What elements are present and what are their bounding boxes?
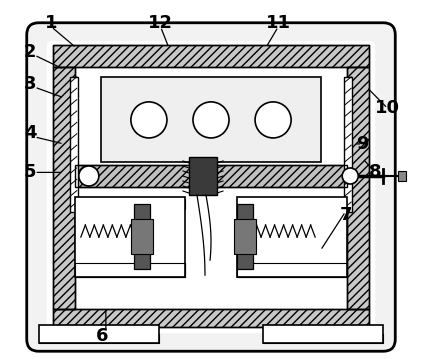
Text: 12: 12 <box>148 14 173 32</box>
Bar <box>53 45 369 67</box>
FancyBboxPatch shape <box>27 23 395 351</box>
Bar <box>237 199 347 209</box>
Text: 3: 3 <box>24 75 36 93</box>
Bar <box>75 263 185 277</box>
FancyBboxPatch shape <box>47 41 375 333</box>
Bar <box>39 334 159 343</box>
Text: 1: 1 <box>45 14 57 32</box>
Bar <box>70 77 78 212</box>
Bar <box>263 325 383 343</box>
Bar <box>53 67 75 309</box>
Bar <box>398 171 406 181</box>
Text: 10: 10 <box>375 99 400 117</box>
Circle shape <box>193 102 229 138</box>
Text: 6: 6 <box>95 327 108 345</box>
Bar <box>237 263 347 277</box>
Bar <box>39 325 159 343</box>
Bar <box>75 263 185 277</box>
Bar <box>347 67 369 309</box>
Bar <box>53 45 369 67</box>
Circle shape <box>342 168 358 184</box>
Bar <box>189 157 217 195</box>
Bar <box>53 309 369 327</box>
Bar <box>344 77 352 212</box>
Bar <box>53 67 75 309</box>
Text: 9: 9 <box>356 135 369 153</box>
Text: 8: 8 <box>369 163 381 181</box>
Text: 11: 11 <box>266 14 291 32</box>
Text: 2: 2 <box>24 42 36 61</box>
Bar <box>134 204 150 269</box>
Circle shape <box>79 166 99 186</box>
Bar <box>75 197 185 277</box>
Circle shape <box>255 102 291 138</box>
Text: 4: 4 <box>24 124 36 142</box>
Bar <box>101 77 321 162</box>
Bar <box>347 67 369 309</box>
Bar <box>263 334 383 343</box>
Text: 5: 5 <box>24 163 36 181</box>
Bar <box>131 219 153 254</box>
Circle shape <box>131 102 167 138</box>
Bar <box>237 204 253 269</box>
Bar <box>75 165 347 187</box>
Bar <box>237 263 347 277</box>
Bar <box>75 199 185 209</box>
Bar <box>53 309 369 327</box>
Text: 7: 7 <box>339 206 352 224</box>
Bar <box>75 165 347 187</box>
Bar <box>234 219 256 254</box>
Bar <box>237 197 347 277</box>
